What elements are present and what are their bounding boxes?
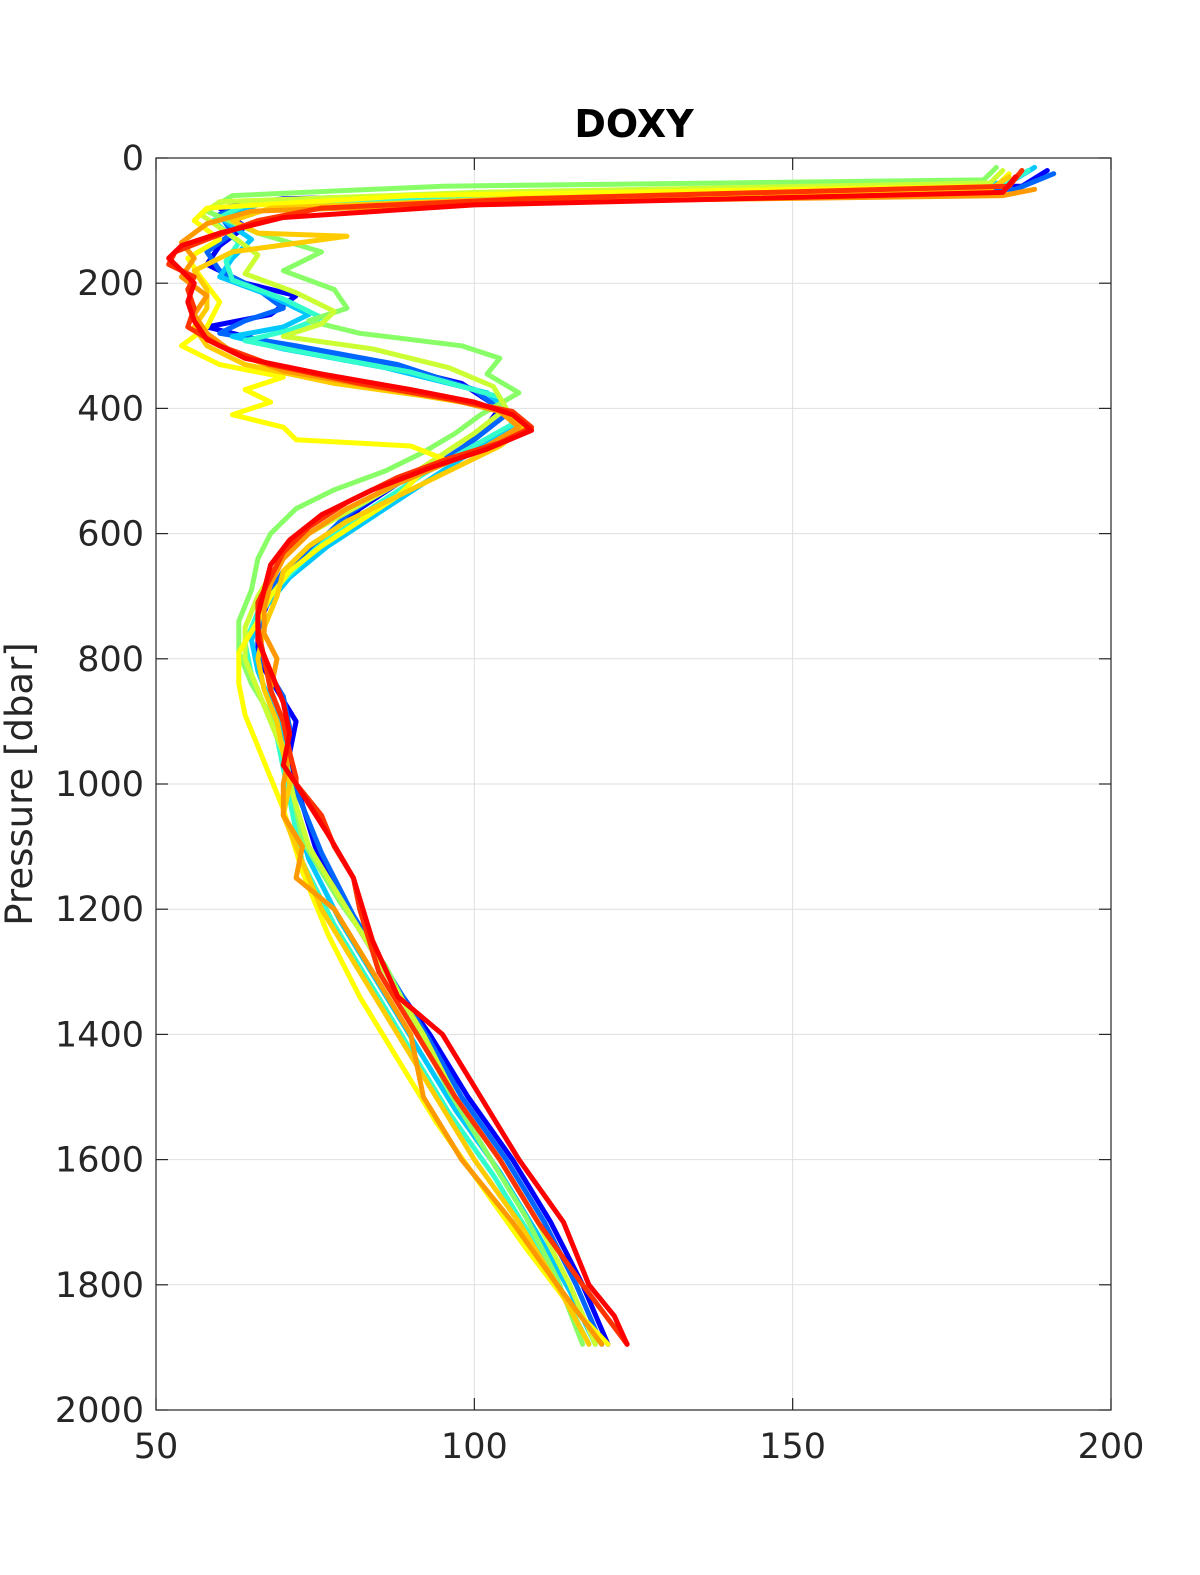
y-tick-label: 1200 — [55, 890, 144, 930]
ticks-layer: 50 100 150 20002004006008001000120014001600… — [55, 139, 1144, 1467]
profile-line-2 — [204, 171, 1057, 1347]
x-tick-label: 150 — [759, 1427, 826, 1467]
y-tick-label: 1800 — [55, 1266, 144, 1306]
y-tick-label: 0 — [122, 139, 144, 179]
profile-line-9 — [179, 186, 1038, 1347]
x-tick-label: 50 — [134, 1427, 179, 1467]
profile-line-4 — [210, 168, 1031, 1347]
y-axis-label: Pressure [dbar] — [0, 642, 41, 925]
y-tick-label: 1000 — [55, 765, 144, 805]
y-tick-label: 1600 — [55, 1141, 144, 1181]
y-tick-label: 2000 — [55, 1391, 144, 1431]
profile-line-8 — [191, 174, 1012, 1347]
y-tick-label: 1400 — [55, 1015, 144, 1055]
y-tick-label: 200 — [77, 264, 144, 304]
x-tick-label: 200 — [1078, 1427, 1145, 1467]
y-tick-label: 600 — [77, 515, 144, 555]
y-tick-label: 400 — [77, 389, 144, 429]
profile-line-6 — [198, 168, 1006, 1347]
x-tick-label: 100 — [441, 1427, 508, 1467]
series-layer — [166, 164, 1057, 1347]
profile-line-1 — [204, 168, 1050, 1347]
chart-title: DOXY — [574, 102, 694, 146]
profile-line-11 — [166, 174, 1018, 1347]
profile-line-10 — [166, 168, 1025, 1347]
y-tick-label: 800 — [77, 640, 144, 680]
